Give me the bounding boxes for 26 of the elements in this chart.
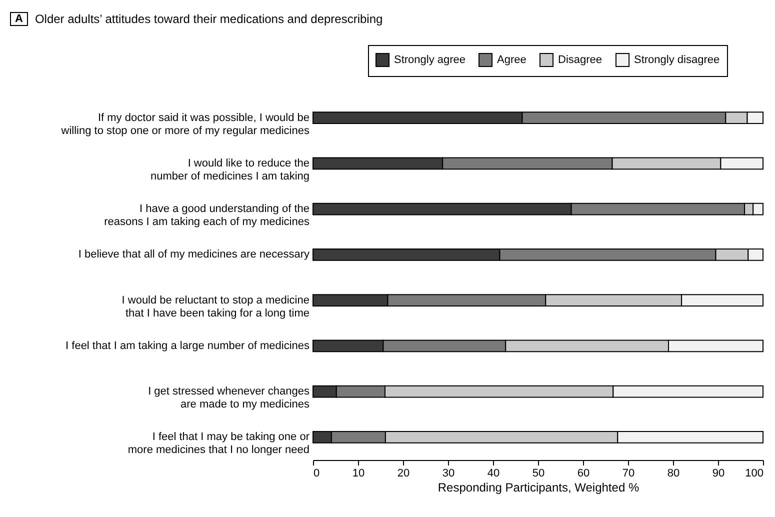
legend-label: Strongly agree xyxy=(394,54,466,66)
x-tick-label: 80 xyxy=(667,468,680,480)
y-tick-label: If my doctor said it was possible, I would be willing to stop one or more of my regular medicines xyxy=(60,112,310,137)
y-tick-label: I feel that I may be taking one or more medicines that I no longer need xyxy=(128,431,310,456)
legend-label: Disagree xyxy=(558,54,602,66)
x-tick-label: 40 xyxy=(487,468,500,480)
x-tick-label: 100 xyxy=(745,468,764,480)
x-tick-label: 90 xyxy=(712,468,725,480)
x-tick-label: 10 xyxy=(352,468,365,480)
x-tick-label: 20 xyxy=(397,468,410,480)
text: Older adults’ attitudes toward their medications and deprescribing xyxy=(34,12,383,26)
x-tick-label: 60 xyxy=(577,468,590,480)
y-tick-label: I get stressed whenever changes are made to my medicines xyxy=(148,386,310,411)
y-tick-label: I believe that all of my medicines are necessary xyxy=(78,248,310,261)
x-tick-label: 0 xyxy=(314,468,320,480)
x-tick-label: 50 xyxy=(532,468,545,480)
legend-label: Agree xyxy=(497,54,526,66)
x-axis-title: Responding Participants, Weighted % xyxy=(438,480,640,494)
text: A xyxy=(10,12,28,26)
y-tick-label: I would like to reduce the number of medicines I am taking xyxy=(150,157,310,182)
y-tick-label: I have a good understanding of the reasons I am taking each of my medicines xyxy=(104,203,310,228)
x-tick-label: 70 xyxy=(622,468,635,480)
legend-label: Strongly disagree xyxy=(634,54,720,66)
y-tick-label: I feel that I am taking a large number of medicines xyxy=(66,340,310,352)
x-tick-label: 30 xyxy=(442,468,455,480)
y-tick-label: I would be reluctant to stop a medicine that I have been taking for a long time xyxy=(122,294,310,320)
